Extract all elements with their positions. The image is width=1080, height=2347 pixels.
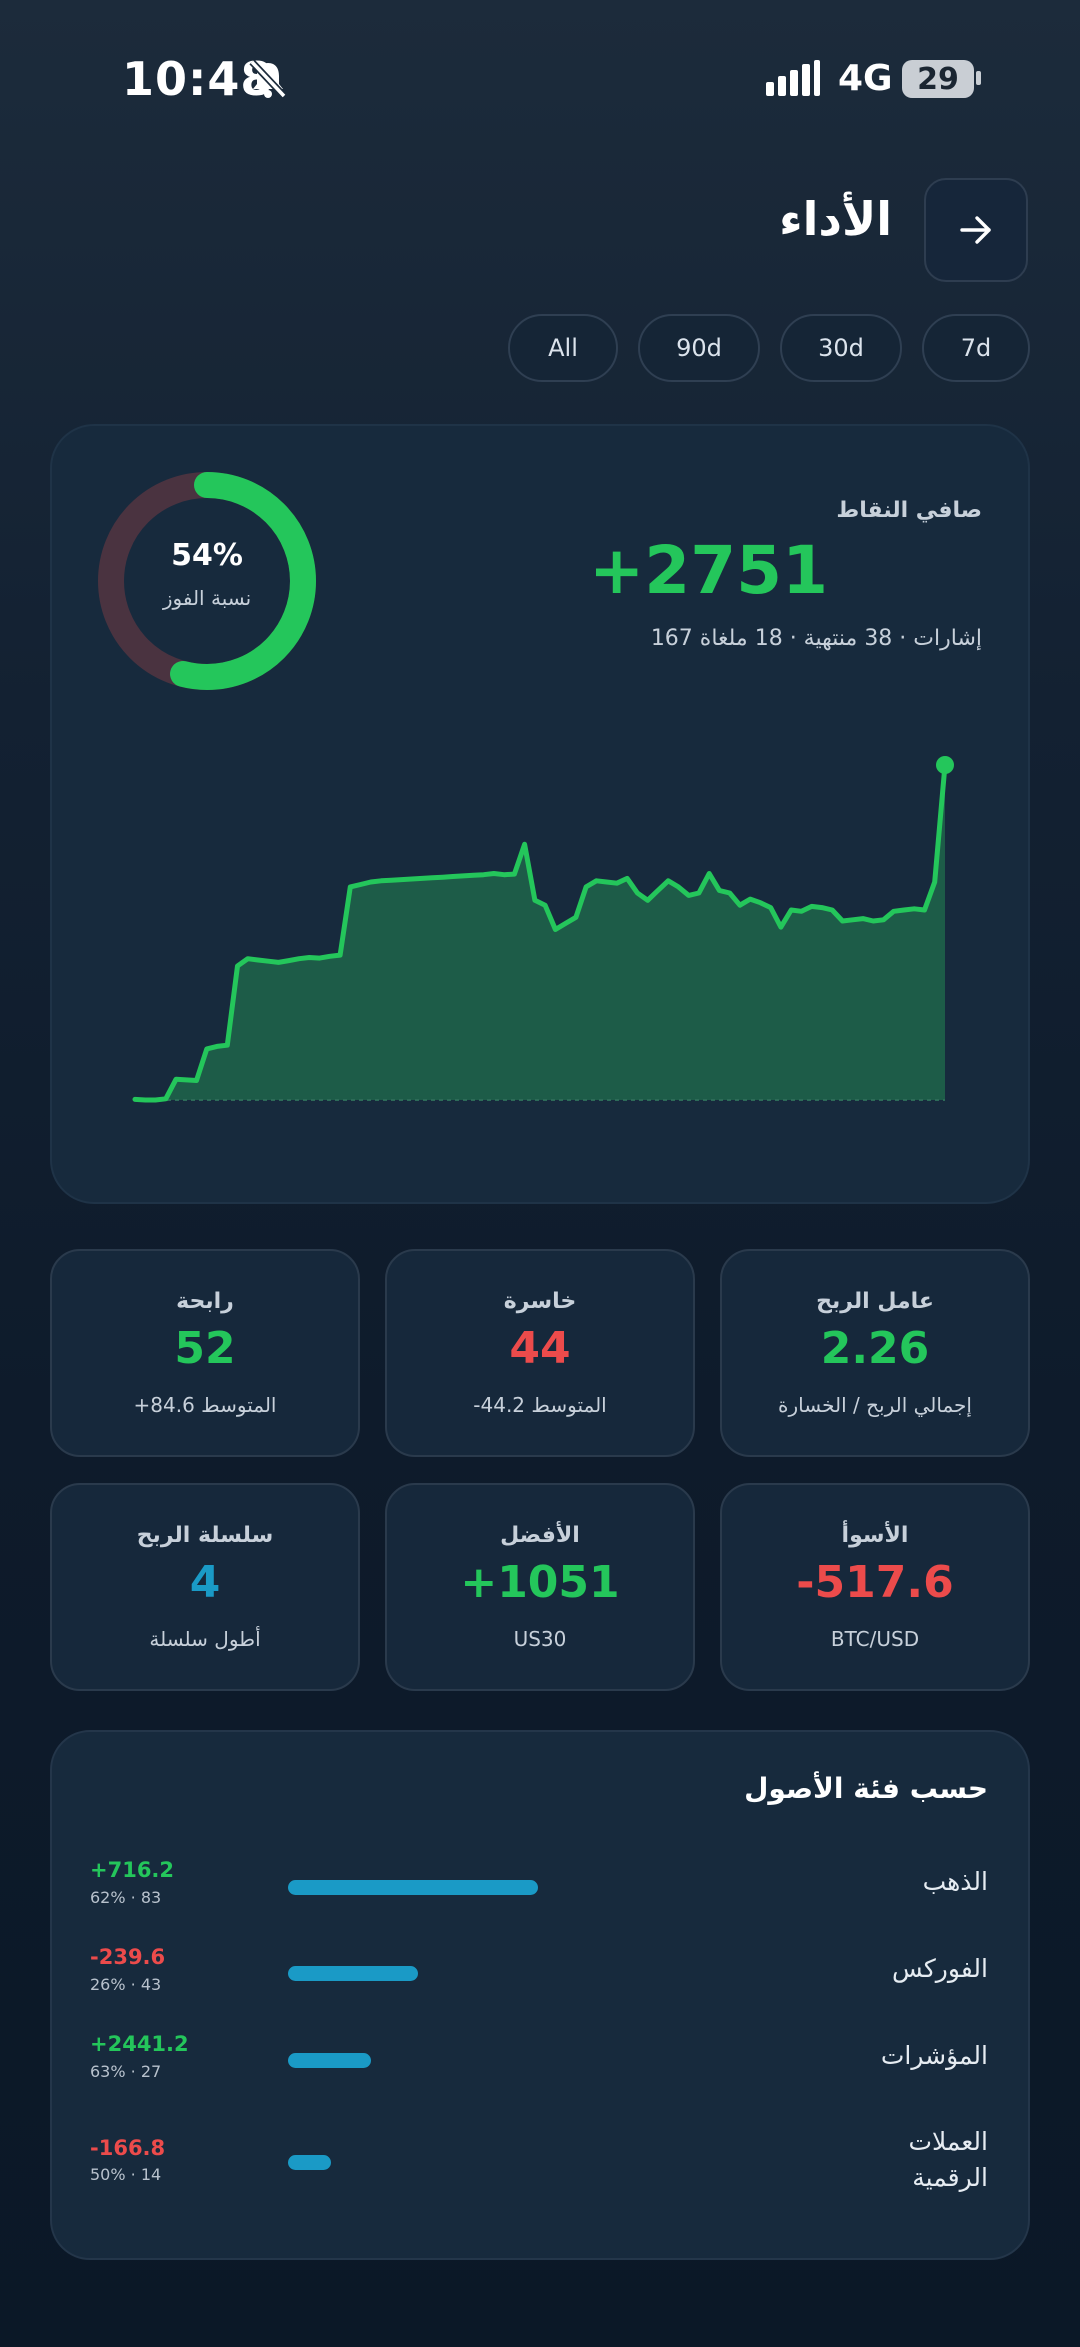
tab-label: 90d [676,334,722,362]
asset-value-gold: +716.2 [90,1858,175,1882]
signal-icon [766,60,820,96]
win-rate-value: 54% [171,538,243,573]
asset-bar-indices [288,2053,371,2068]
tab-label: All [548,334,578,362]
tab-label: 7d [960,334,992,362]
net-points-value: +2751 [589,532,828,609]
asset-name-forex: الفوركس [892,1954,988,1983]
asset-bar-crypto [288,2155,331,2170]
signals-summary: 167 إشارات · 38 منتهية · 18 ملغاة [650,626,982,651]
stat-label: الأسوأ [841,1523,909,1548]
tab-label: 30d [818,334,864,362]
tab-all[interactable]: All [508,314,618,382]
stat-value: 2.26 [820,1323,930,1374]
asset-value-crypto: -166.8 [90,2136,166,2160]
tab-90d[interactable]: 90d [638,314,760,382]
stat-sub: -44.2 المتوسط [473,1393,607,1417]
stat-sub: BTC/USD [830,1627,920,1651]
equity-last-point [936,756,954,774]
battery-nub [976,71,981,85]
asset-name-indices: المؤشرات [880,2041,988,2070]
stat-value: +1051 [460,1557,620,1608]
stat-label: عامل الربح [816,1289,934,1314]
asset-bar-forex [288,1966,418,1981]
stat-best: الأفضل +1051 US30 [385,1483,695,1691]
asset-value-indices: +2441.2 [90,2032,189,2056]
stat-win-streak: سلسلة الربح 4 أطول سلسلة [50,1483,360,1691]
stat-value: 4 [189,1557,221,1608]
stat-sub: +84.6 المتوسط [133,1393,277,1417]
equity-line [132,762,948,1103]
asset-sub-indices: 63% · 27 [90,2062,162,2081]
asset-bar-gold [288,1880,538,1895]
equity-chart [132,756,954,1103]
stat-sub: أطول سلسلة [149,1627,261,1651]
asset-sub-gold: 62% · 83 [90,1888,162,1907]
asset-name-gold: الذهب [922,1867,988,1896]
page-title: الأداء [779,192,892,246]
asset-class-card [50,1730,1030,2260]
stat-label: خاسرة [503,1289,577,1314]
stat-label: سلسلة الربح [136,1523,274,1548]
arrow-right-icon [960,216,991,244]
battery-level: 29 [917,61,959,97]
stat-profit-factor: عامل الربح 2.26 إجمالي الربح / الخسارة [720,1249,1030,1457]
bell-muted-icon [249,59,287,99]
asset-sub-forex: 26% · 43 [90,1975,162,1994]
stat-losses: خاسرة 44 -44.2 المتوسط [385,1249,695,1457]
status-time: 10:48 [122,52,274,106]
stat-value: 44 [509,1323,571,1374]
network-type: 4G [838,58,893,99]
tab-7d[interactable]: 7d [922,314,1030,382]
asset-value-forex: -239.6 [90,1945,166,1969]
stat-label: الأفضل [500,1523,580,1548]
stat-value: -517.6 [796,1557,954,1608]
stat-value: 52 [174,1323,236,1374]
net-points-label: صافي النقاط [836,498,982,523]
stat-label: رابحة [176,1289,234,1314]
asset-sub-crypto: 50% · 14 [90,2165,162,2184]
stat-wins: رابحة 52 +84.6 المتوسط [50,1249,360,1457]
win-rate-donut [98,472,316,690]
asset-class-title: حسب فئة الأصول [744,1772,988,1805]
win-rate-arc [98,472,316,690]
equity-area [135,765,945,1100]
stat-sub: إجمالي الربح / الخسارة [778,1393,972,1417]
back-button[interactable] [924,178,1028,282]
stat-worst: الأسوأ -517.6 BTC/USD [720,1483,1030,1691]
win-rate-label: نسبة الفوز [162,586,252,610]
battery-indicator: 29 [902,60,974,98]
tab-30d[interactable]: 30d [780,314,902,382]
asset-name-crypto: العملات الرقمية [908,2127,988,2192]
stat-sub: US30 [513,1627,567,1651]
